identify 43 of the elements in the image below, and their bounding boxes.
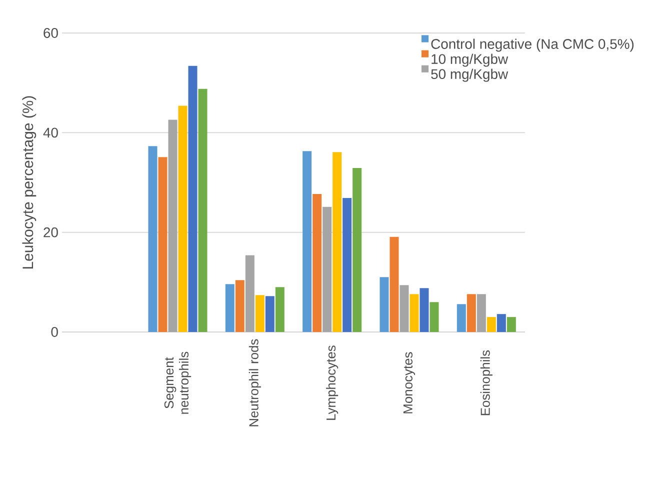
bar xyxy=(380,277,389,332)
x-tick-label: Segment neutrophils xyxy=(164,352,192,414)
bar xyxy=(466,294,476,332)
bar xyxy=(410,294,419,332)
bar xyxy=(198,88,208,332)
bar xyxy=(420,288,429,332)
bar xyxy=(245,255,254,332)
bar xyxy=(275,287,284,332)
x-tick-label: Eosinophils xyxy=(480,350,492,416)
bar xyxy=(265,296,274,332)
x-tick-label: Monocytes xyxy=(403,352,416,414)
bar xyxy=(312,194,322,332)
x-tick-label: Neutrophil rods xyxy=(248,339,261,426)
bar xyxy=(400,285,409,332)
bar xyxy=(506,317,516,332)
bar xyxy=(496,314,506,332)
bar xyxy=(332,152,342,332)
bar xyxy=(390,236,399,332)
legend-label: 50 mg/Kgbw xyxy=(431,68,508,82)
y-tick-label: 20 xyxy=(44,227,58,238)
bar xyxy=(486,317,496,332)
bar xyxy=(178,106,188,332)
bar xyxy=(342,198,352,332)
bar xyxy=(168,120,178,332)
legend-label: Control negative (Na CMC 0,5%) xyxy=(431,38,634,52)
y-axis-title: Leukocyte percentage (%) xyxy=(22,96,36,269)
bar xyxy=(456,304,466,332)
bar xyxy=(352,168,362,332)
bar xyxy=(302,151,312,332)
bar xyxy=(322,206,332,332)
bar xyxy=(235,280,244,332)
bar xyxy=(476,294,486,332)
legend-label: 10 mg/Kgbw xyxy=(432,54,508,67)
bar xyxy=(158,157,168,332)
bar xyxy=(148,146,158,332)
bar xyxy=(188,66,198,332)
y-tick-label: 60 xyxy=(44,28,58,38)
x-tick-label: Lymphocytes xyxy=(326,346,338,420)
y-tick-label: 0 xyxy=(51,327,58,337)
bar xyxy=(225,284,234,332)
bar xyxy=(255,295,264,332)
y-tick-label: 40 xyxy=(43,128,58,138)
bar xyxy=(430,302,439,332)
